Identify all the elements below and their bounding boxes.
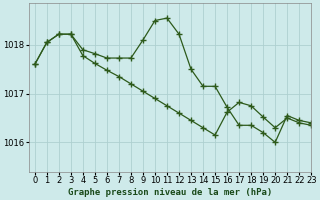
X-axis label: Graphe pression niveau de la mer (hPa): Graphe pression niveau de la mer (hPa) [68, 188, 272, 197]
